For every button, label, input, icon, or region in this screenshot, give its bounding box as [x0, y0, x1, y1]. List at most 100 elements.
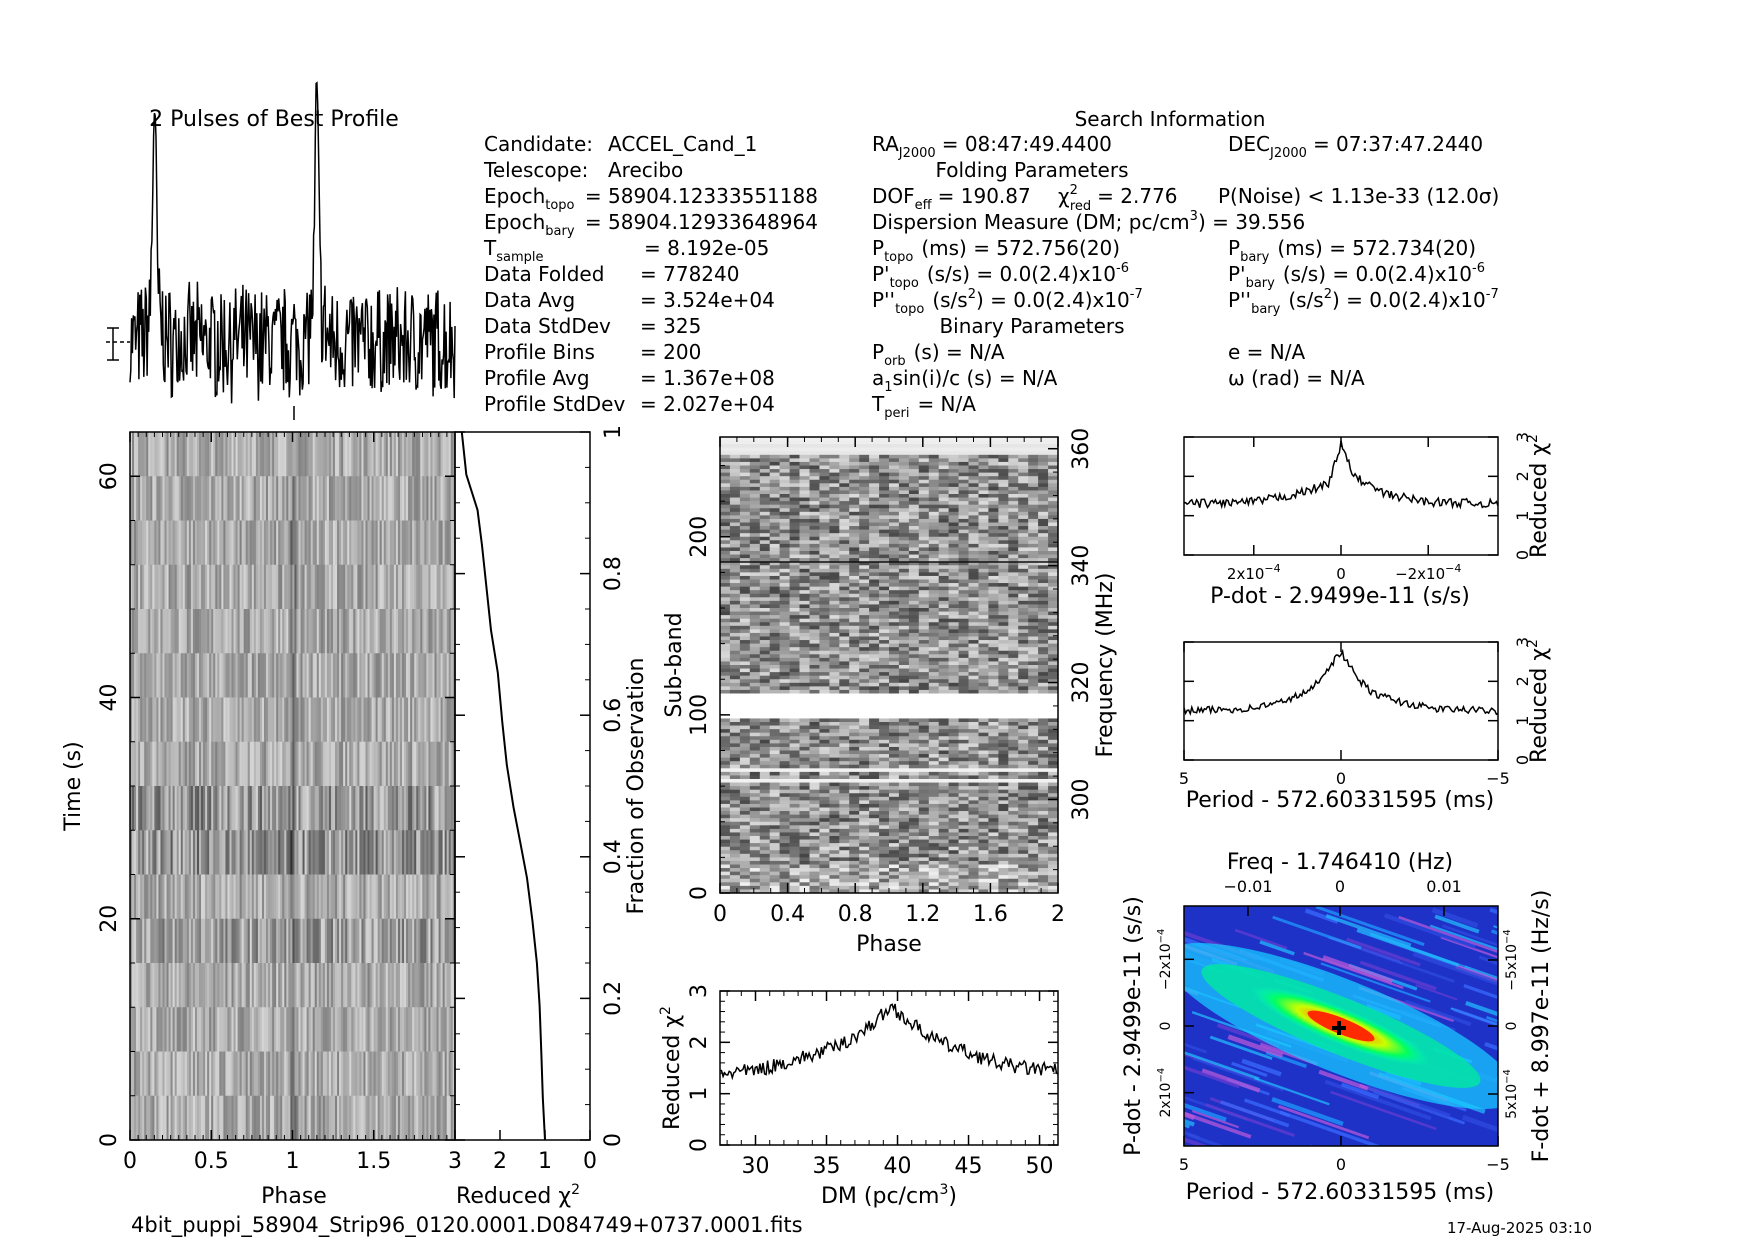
- heatmap-cell: [298, 697, 301, 743]
- heatmap-cell: [306, 520, 309, 566]
- heatmap-cell: [268, 653, 271, 698]
- heatmap-cell: [278, 432, 281, 477]
- heatmap-cell: [257, 1095, 261, 1140]
- heatmap-cell: [988, 625, 999, 630]
- heatmap-cell: [333, 520, 336, 566]
- heatmap-cell: [237, 741, 240, 787]
- heatmap-cell: [1008, 590, 1019, 595]
- heatmap-cell: [255, 653, 259, 698]
- heatmap-cell: [1018, 593, 1029, 598]
- heatmap-cell: [158, 1051, 161, 1097]
- heatmap-cell: [172, 609, 175, 654]
- heatmap-cell: [231, 1007, 234, 1052]
- heatmap-cell: [938, 615, 949, 619]
- heatmap-cell: [720, 511, 731, 516]
- heatmap-cell: [418, 786, 421, 831]
- heatmap-cell: [958, 486, 969, 491]
- heatmap-cell: [789, 490, 800, 495]
- heatmap-cell: [720, 518, 731, 523]
- heatmap-cell: [136, 476, 139, 521]
- heatmap-cell: [958, 586, 969, 591]
- heatmap-cell: [310, 432, 313, 477]
- heatmap-cell: [809, 661, 820, 666]
- heatmap-cell: [306, 564, 309, 610]
- heatmap-cell: [1038, 486, 1049, 491]
- heatmap-cell: [266, 741, 269, 787]
- heatmap-cell: [251, 1051, 255, 1097]
- heatmap-cell: [306, 1007, 309, 1052]
- heatmap-cell: [859, 586, 870, 591]
- heatmap-cell: [749, 511, 760, 516]
- heatmap-row: [720, 518, 1058, 523]
- heatmap-cell: [452, 1095, 455, 1140]
- heatmap-cell: [259, 830, 263, 875]
- heatmap-cell: [444, 741, 447, 787]
- heatmap-cell: [402, 609, 405, 654]
- heatmap-cell: [148, 741, 151, 787]
- heatmap-cell: [918, 483, 929, 488]
- heatmap-cell: [261, 1007, 265, 1052]
- heatmap-cell: [968, 654, 979, 659]
- heatmap-cell: [426, 520, 429, 566]
- heatmap-cell: [363, 609, 366, 654]
- heatmap-cell: [789, 654, 800, 659]
- heatmap-cell: [1028, 526, 1039, 530]
- heatmap-cell: [879, 540, 890, 545]
- heatmap-cell: [1038, 536, 1049, 541]
- heatmap-cell: [739, 454, 751, 459]
- heatmap-cell: [130, 520, 133, 566]
- heatmap-cell: [355, 874, 358, 920]
- heatmap-cell: [869, 515, 880, 520]
- heatmap-cell: [369, 520, 372, 566]
- heatmap-cell: [918, 508, 929, 513]
- heatmap-cell: [908, 486, 920, 491]
- heatmap-cell: [829, 518, 840, 523]
- heatmap-cell: [869, 611, 880, 616]
- heatmap-cell: [1008, 461, 1019, 466]
- heatmap-cell: [182, 830, 186, 875]
- heatmap-cell: [292, 1051, 295, 1097]
- heatmap-cell: [1028, 572, 1039, 577]
- heatmap-cell: [434, 918, 437, 964]
- heatmap-cell: [809, 465, 820, 470]
- heatmap-cell: [359, 653, 362, 698]
- heatmap-cell: [320, 432, 324, 477]
- heatmap-cell: [288, 874, 291, 920]
- heatmap-cell: [371, 741, 374, 787]
- heatmap-cell: [769, 518, 780, 523]
- heatmap-cell: [958, 476, 969, 481]
- heatmap-cell: [284, 476, 287, 521]
- heatmap-cell: [889, 600, 900, 605]
- heatmap-cell: [739, 579, 751, 584]
- heatmap-cell: [369, 786, 372, 831]
- heatmap-cell: [918, 640, 929, 644]
- heatmap-cell: [320, 741, 324, 787]
- heatmap-cell: [452, 874, 455, 920]
- heatmap-cell: [162, 1095, 165, 1140]
- heatmap-cell: [280, 520, 283, 566]
- heatmap-cell: [432, 874, 435, 920]
- heatmap-cell: [879, 458, 890, 463]
- heatmap-cell: [998, 604, 1009, 609]
- heatmap-cell: [928, 494, 939, 498]
- chi2-line: χ2 red = 2.776: [1058, 183, 1178, 214]
- heatmap-row: [720, 579, 1058, 584]
- heatmap-cell: [268, 520, 271, 566]
- heatmap-cell: [424, 786, 427, 831]
- heatmap-cell: [958, 643, 969, 648]
- heatmap-cell: [819, 661, 830, 666]
- heatmap-cell: [326, 741, 330, 787]
- heatmap-cell: [399, 520, 403, 566]
- heatmap-cell: [176, 476, 180, 521]
- heatmap-cell: [958, 515, 969, 520]
- heatmap-cell: [849, 554, 860, 559]
- heatmap-cell: [229, 918, 232, 964]
- heatmap-cell: [310, 609, 313, 654]
- heatmap-row: [720, 540, 1058, 545]
- heatmap-cell: [160, 609, 163, 654]
- heatmap-cell: [373, 697, 376, 743]
- heatmap-cell: [1008, 629, 1019, 634]
- heatmap-cell: [217, 609, 220, 654]
- heatmap-cell: [908, 511, 920, 516]
- time-phase-xlabel: Phase: [261, 1184, 327, 1209]
